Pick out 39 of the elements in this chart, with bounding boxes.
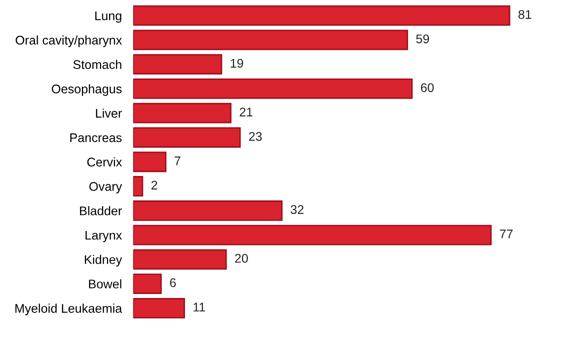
data-label: 2 (151, 180, 158, 190)
bar (133, 152, 166, 172)
y-tick-label: Bowel (89, 279, 122, 288)
data-label: 6 (170, 278, 176, 288)
y-tick-label: Oesophagus (52, 84, 122, 96)
data-label: 21 (240, 108, 252, 116)
bar (133, 274, 162, 294)
data-label: 77 (500, 230, 513, 238)
data-label: 81 (518, 10, 532, 19)
bar (133, 30, 408, 50)
bar (133, 127, 241, 148)
data-label: 59 (416, 34, 429, 44)
bar (133, 298, 186, 318)
bar (133, 249, 227, 270)
y-tick-label: Oral cavity/pharynx (16, 35, 122, 48)
y-tick-label: Cervix (87, 157, 122, 167)
y-tick-label: Lung (95, 12, 122, 23)
data-label: 19 (230, 58, 244, 68)
bar (133, 224, 492, 246)
y-tick-label: Pancreas (70, 133, 122, 142)
y-tick-label: Stomach (73, 60, 122, 69)
y-tick-label: Liver (96, 108, 122, 118)
bar (133, 102, 232, 124)
data-label: 7 (174, 156, 180, 166)
bar (133, 176, 144, 196)
data-label: 32 (290, 205, 304, 214)
bar (133, 54, 222, 75)
y-tick-label: Kidney (84, 254, 122, 267)
y-tick-label: Ovary (89, 182, 122, 194)
data-label: 11 (194, 302, 206, 312)
bar (133, 78, 413, 99)
data-label: 23 (249, 132, 262, 141)
bar (133, 200, 283, 221)
data-label: 20 (235, 254, 248, 263)
data-label: 60 (420, 83, 434, 92)
y-tick-label: Bladder (80, 206, 122, 216)
y-tick-label: Larynx (86, 230, 122, 242)
y-tick-label: Myeloid Leukaemia (15, 304, 122, 316)
bar (133, 5, 510, 26)
